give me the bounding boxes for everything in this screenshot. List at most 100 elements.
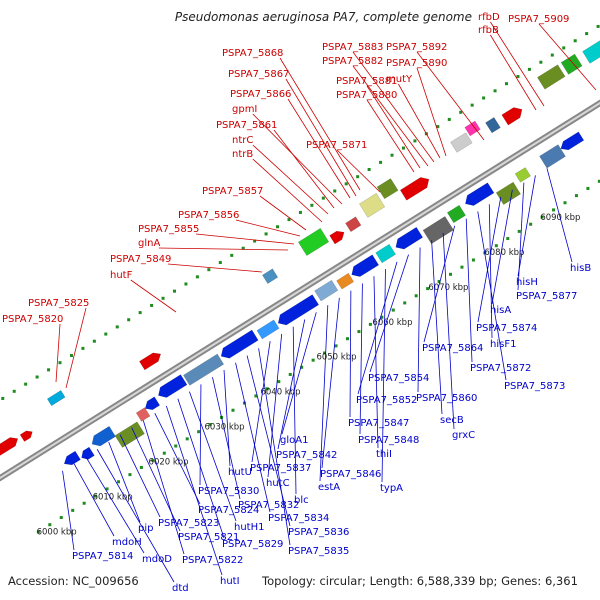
gene-features [0,40,600,466]
bottom-label-leader [517,175,536,277]
gene-block [495,181,521,205]
guide-dot [493,89,497,93]
forward-gene-arrow [19,430,33,442]
guide-dot [311,358,315,362]
gene-block [114,421,145,448]
kbp-tick-label: 6060 kbp [372,318,412,328]
guide-dot [401,146,405,150]
bottom-label-leader [423,225,456,343]
bottom-gene-label: PSPA7_5847 [348,418,409,429]
guide-dot [357,330,361,334]
genome-backbone [0,99,600,482]
gene-block [336,272,355,290]
gene-block [539,144,566,169]
top-label-leader [65,307,87,389]
bottom-gene-label: PSPA7_5837 [250,463,311,474]
bottom-label-leader [277,319,306,450]
guide-dot [403,301,407,305]
genome-title: Pseudomonas aeruginosa PA7, complete gen… [174,10,472,24]
top-gene-label: PSPA7_5867 [228,69,289,80]
bottom-label-leader [349,290,352,418]
top-label-leader [158,247,289,251]
top-gene-label: PSPA7_5881 [336,76,397,87]
bottom-label-leader [212,377,241,500]
top-gene-label: ntrB [232,149,253,160]
top-label-leader [130,279,177,313]
forward-gene-arrow [329,230,345,245]
guide-dot [550,53,554,57]
top-gene-label: PSPA7_5857 [202,186,263,197]
bottom-label-leader [119,434,161,518]
gene-block [464,120,481,137]
top-gene-label: PSPA7_5882 [322,56,383,67]
bottom-gene-label: PSPA7_5824 [198,505,259,516]
bottom-label-leader [465,218,473,363]
bottom-label-leader [131,427,181,532]
guide-dot [161,296,165,300]
bottom-gene-label: PSPA7_5860 [416,393,477,404]
bottom-gene-label: typA [380,483,403,494]
guide-dot [482,96,486,100]
guide-dot [139,465,143,469]
bottom-label-leader [517,182,525,291]
bottom-gene-label: hutI [220,576,240,587]
kbp-tick-label: 6050 kbp [316,353,356,363]
bottom-label-leader [267,333,283,478]
guide-dot [195,275,199,279]
forward-gene-arrow [0,437,19,456]
bottom-gene-label: dtd [172,583,189,594]
top-label-leader [416,67,447,157]
guide-dot [471,258,475,262]
bottom-gene-label: PSPA7_5834 [268,513,329,524]
guide-dot [288,372,292,376]
accession-text: Accession: NC_009656 [8,574,139,588]
kbp-tick-label: 6080 kbp [484,248,524,258]
guide-dot [562,46,566,50]
reverse-gene-arrow [277,294,320,326]
bottom-gene-label: PSPA7_5835 [288,546,349,557]
top-gene-label: PSPA7_5866 [230,89,291,100]
guide-dot [253,239,257,243]
top-gene-label: PSPA7_5825 [28,298,89,309]
guide-dot [218,261,222,265]
bottom-label-leader [546,168,573,263]
top-gene-label: PSPA7_5855 [138,224,199,235]
guide-dot [367,168,371,172]
guide-dot [505,82,509,86]
gene-block [183,353,225,386]
top-label-leader [287,98,351,199]
bottom-gene-label: PSPA7_5823 [158,518,219,529]
top-gene-label: PSPA7_5849 [110,254,171,265]
guide-dot [35,375,39,379]
bottom-gene-label: PSPA7_5872 [470,363,531,374]
bottom-gene-label: PSPA7_5848 [358,435,419,446]
guide-dot [59,516,63,520]
guide-dot [321,196,325,200]
bottom-label-leader [251,341,271,463]
bottom-gene-label: secB [440,415,464,426]
guide-dot [69,354,73,358]
guide-dot [573,39,577,43]
guide-dot [208,423,212,427]
bottom-label-leader [246,355,291,527]
gene-block [537,64,566,90]
genome-summary-text: Topology: circular; Length: 6,588,339 bp… [262,574,578,588]
top-label-leader [490,34,537,111]
top-label-leader [538,23,597,91]
bottom-gene-label: PSPA7_5830 [198,486,259,497]
guide-dot [92,339,96,343]
top-label-leader [366,99,415,173]
bottom-gene-label: hisH [516,277,538,288]
guide-dot [12,389,16,393]
guide-dot [323,351,327,355]
top-label-leader [167,263,263,273]
bottom-label-leader [359,283,363,435]
guide-dot [517,229,521,233]
bottom-label-leader [154,413,201,505]
guide-dot [81,346,85,350]
guide-dot [276,225,280,229]
top-label-leader [259,195,307,231]
bottom-label-leader [431,240,443,415]
guide-dot [172,289,176,293]
